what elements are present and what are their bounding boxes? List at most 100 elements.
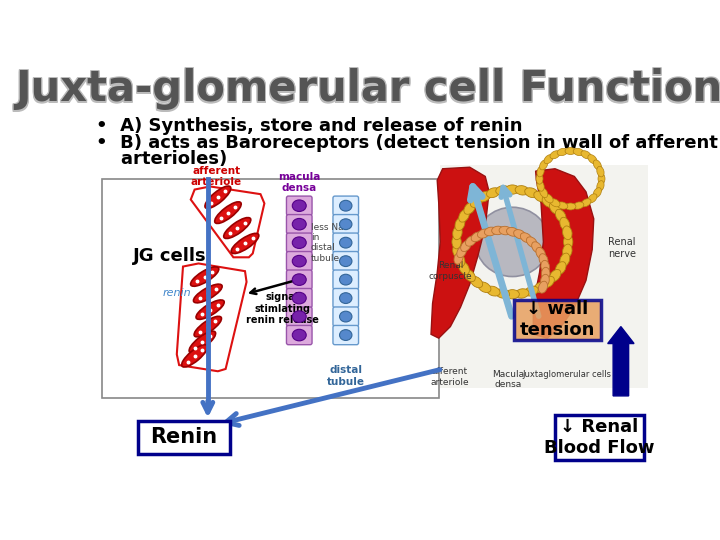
Ellipse shape (536, 247, 546, 259)
Ellipse shape (456, 246, 467, 258)
FancyBboxPatch shape (287, 288, 312, 308)
Ellipse shape (464, 269, 475, 282)
Ellipse shape (292, 237, 306, 248)
Text: •  A) Synthesis, store and release of renin: • A) Synthesis, store and release of ren… (96, 117, 523, 135)
Polygon shape (431, 167, 489, 338)
Text: •  B) acts as Baroreceptors (detect tension in wall of afferent: • B) acts as Baroreceptors (detect tensi… (96, 134, 718, 152)
Text: Juxta-glomerular cell Function: Juxta-glomerular cell Function (14, 69, 720, 111)
Ellipse shape (191, 267, 219, 286)
FancyBboxPatch shape (333, 214, 359, 234)
Ellipse shape (340, 311, 352, 322)
Text: Renal
nerve: Renal nerve (608, 237, 636, 259)
Ellipse shape (539, 160, 548, 170)
Ellipse shape (292, 329, 306, 341)
Text: distal
tubule: distal tubule (327, 365, 365, 387)
FancyArrow shape (608, 327, 634, 396)
Ellipse shape (549, 202, 561, 214)
FancyBboxPatch shape (333, 326, 359, 345)
Ellipse shape (181, 345, 207, 367)
Ellipse shape (537, 166, 544, 177)
Text: Juxta-glomerular cell Function: Juxta-glomerular cell Function (15, 68, 720, 110)
Ellipse shape (537, 181, 544, 191)
Ellipse shape (541, 260, 549, 273)
Ellipse shape (470, 196, 482, 207)
Ellipse shape (555, 210, 566, 222)
FancyBboxPatch shape (138, 421, 230, 455)
Text: Juxta-glomerular cell Function: Juxta-glomerular cell Function (14, 68, 720, 110)
Ellipse shape (550, 151, 560, 159)
Ellipse shape (598, 173, 605, 184)
FancyBboxPatch shape (441, 165, 648, 388)
Ellipse shape (541, 274, 549, 287)
Text: arterioles): arterioles) (96, 150, 228, 167)
Ellipse shape (581, 151, 591, 159)
Ellipse shape (544, 154, 553, 164)
Ellipse shape (531, 242, 541, 253)
Text: JG cells: JG cells (132, 247, 206, 265)
Ellipse shape (505, 185, 519, 194)
FancyBboxPatch shape (333, 233, 359, 252)
Ellipse shape (487, 286, 500, 296)
Ellipse shape (562, 226, 572, 240)
Ellipse shape (476, 207, 549, 276)
Text: Juxta-glomerular cell Function: Juxta-glomerular cell Function (17, 70, 720, 112)
FancyBboxPatch shape (287, 270, 312, 289)
Text: Juxta-glomerular cell Function: Juxta-glomerular cell Function (15, 69, 720, 111)
Ellipse shape (581, 199, 591, 207)
Ellipse shape (292, 218, 306, 230)
Ellipse shape (231, 233, 258, 253)
Ellipse shape (521, 233, 531, 242)
Text: Juxta-glomerular cell Function: Juxta-glomerular cell Function (16, 69, 720, 111)
Ellipse shape (506, 227, 518, 236)
Ellipse shape (470, 276, 482, 288)
Ellipse shape (562, 244, 572, 258)
Ellipse shape (544, 194, 553, 203)
Text: Juxta-glomerular cell Function: Juxta-glomerular cell Function (14, 67, 720, 109)
FancyBboxPatch shape (514, 300, 600, 340)
Text: ↓ Renal
Blood Flow: ↓ Renal Blood Flow (544, 418, 654, 457)
Ellipse shape (205, 186, 231, 208)
Ellipse shape (557, 202, 568, 209)
Ellipse shape (194, 284, 222, 303)
Text: renin: renin (162, 288, 191, 299)
Ellipse shape (588, 194, 597, 203)
Ellipse shape (453, 244, 462, 258)
Ellipse shape (452, 235, 462, 249)
Ellipse shape (292, 274, 306, 286)
Ellipse shape (539, 281, 547, 293)
Ellipse shape (492, 226, 504, 235)
Text: afferent
arteriole: afferent arteriole (431, 367, 469, 387)
FancyBboxPatch shape (333, 252, 359, 271)
Text: Juxta-glomerular cell Function: Juxta-glomerular cell Function (14, 69, 720, 111)
Ellipse shape (340, 274, 352, 285)
Text: Juxtaglomerular cells: Juxtaglomerular cells (522, 370, 611, 379)
Ellipse shape (534, 282, 546, 293)
Ellipse shape (565, 147, 576, 154)
Ellipse shape (485, 227, 497, 236)
FancyBboxPatch shape (333, 307, 359, 326)
Ellipse shape (466, 236, 477, 246)
Ellipse shape (525, 188, 539, 198)
FancyBboxPatch shape (102, 179, 438, 398)
Ellipse shape (597, 166, 604, 177)
Text: macula
densa: macula densa (278, 172, 320, 193)
Ellipse shape (499, 226, 511, 235)
Ellipse shape (189, 331, 215, 353)
Ellipse shape (477, 229, 490, 238)
Ellipse shape (565, 203, 576, 210)
Ellipse shape (340, 237, 352, 248)
Ellipse shape (340, 200, 352, 211)
Ellipse shape (471, 232, 482, 242)
Text: Renin: Renin (150, 428, 217, 448)
Text: Juxta-glomerular cell Function: Juxta-glomerular cell Function (16, 68, 720, 110)
Ellipse shape (560, 217, 570, 231)
Ellipse shape (196, 300, 224, 319)
Ellipse shape (539, 254, 548, 266)
Ellipse shape (560, 253, 570, 267)
Ellipse shape (340, 330, 352, 340)
Ellipse shape (478, 282, 491, 293)
Text: Juxta-glomerular cell Function: Juxta-glomerular cell Function (16, 69, 720, 111)
FancyBboxPatch shape (287, 326, 312, 345)
Ellipse shape (542, 196, 554, 207)
FancyBboxPatch shape (333, 196, 359, 215)
